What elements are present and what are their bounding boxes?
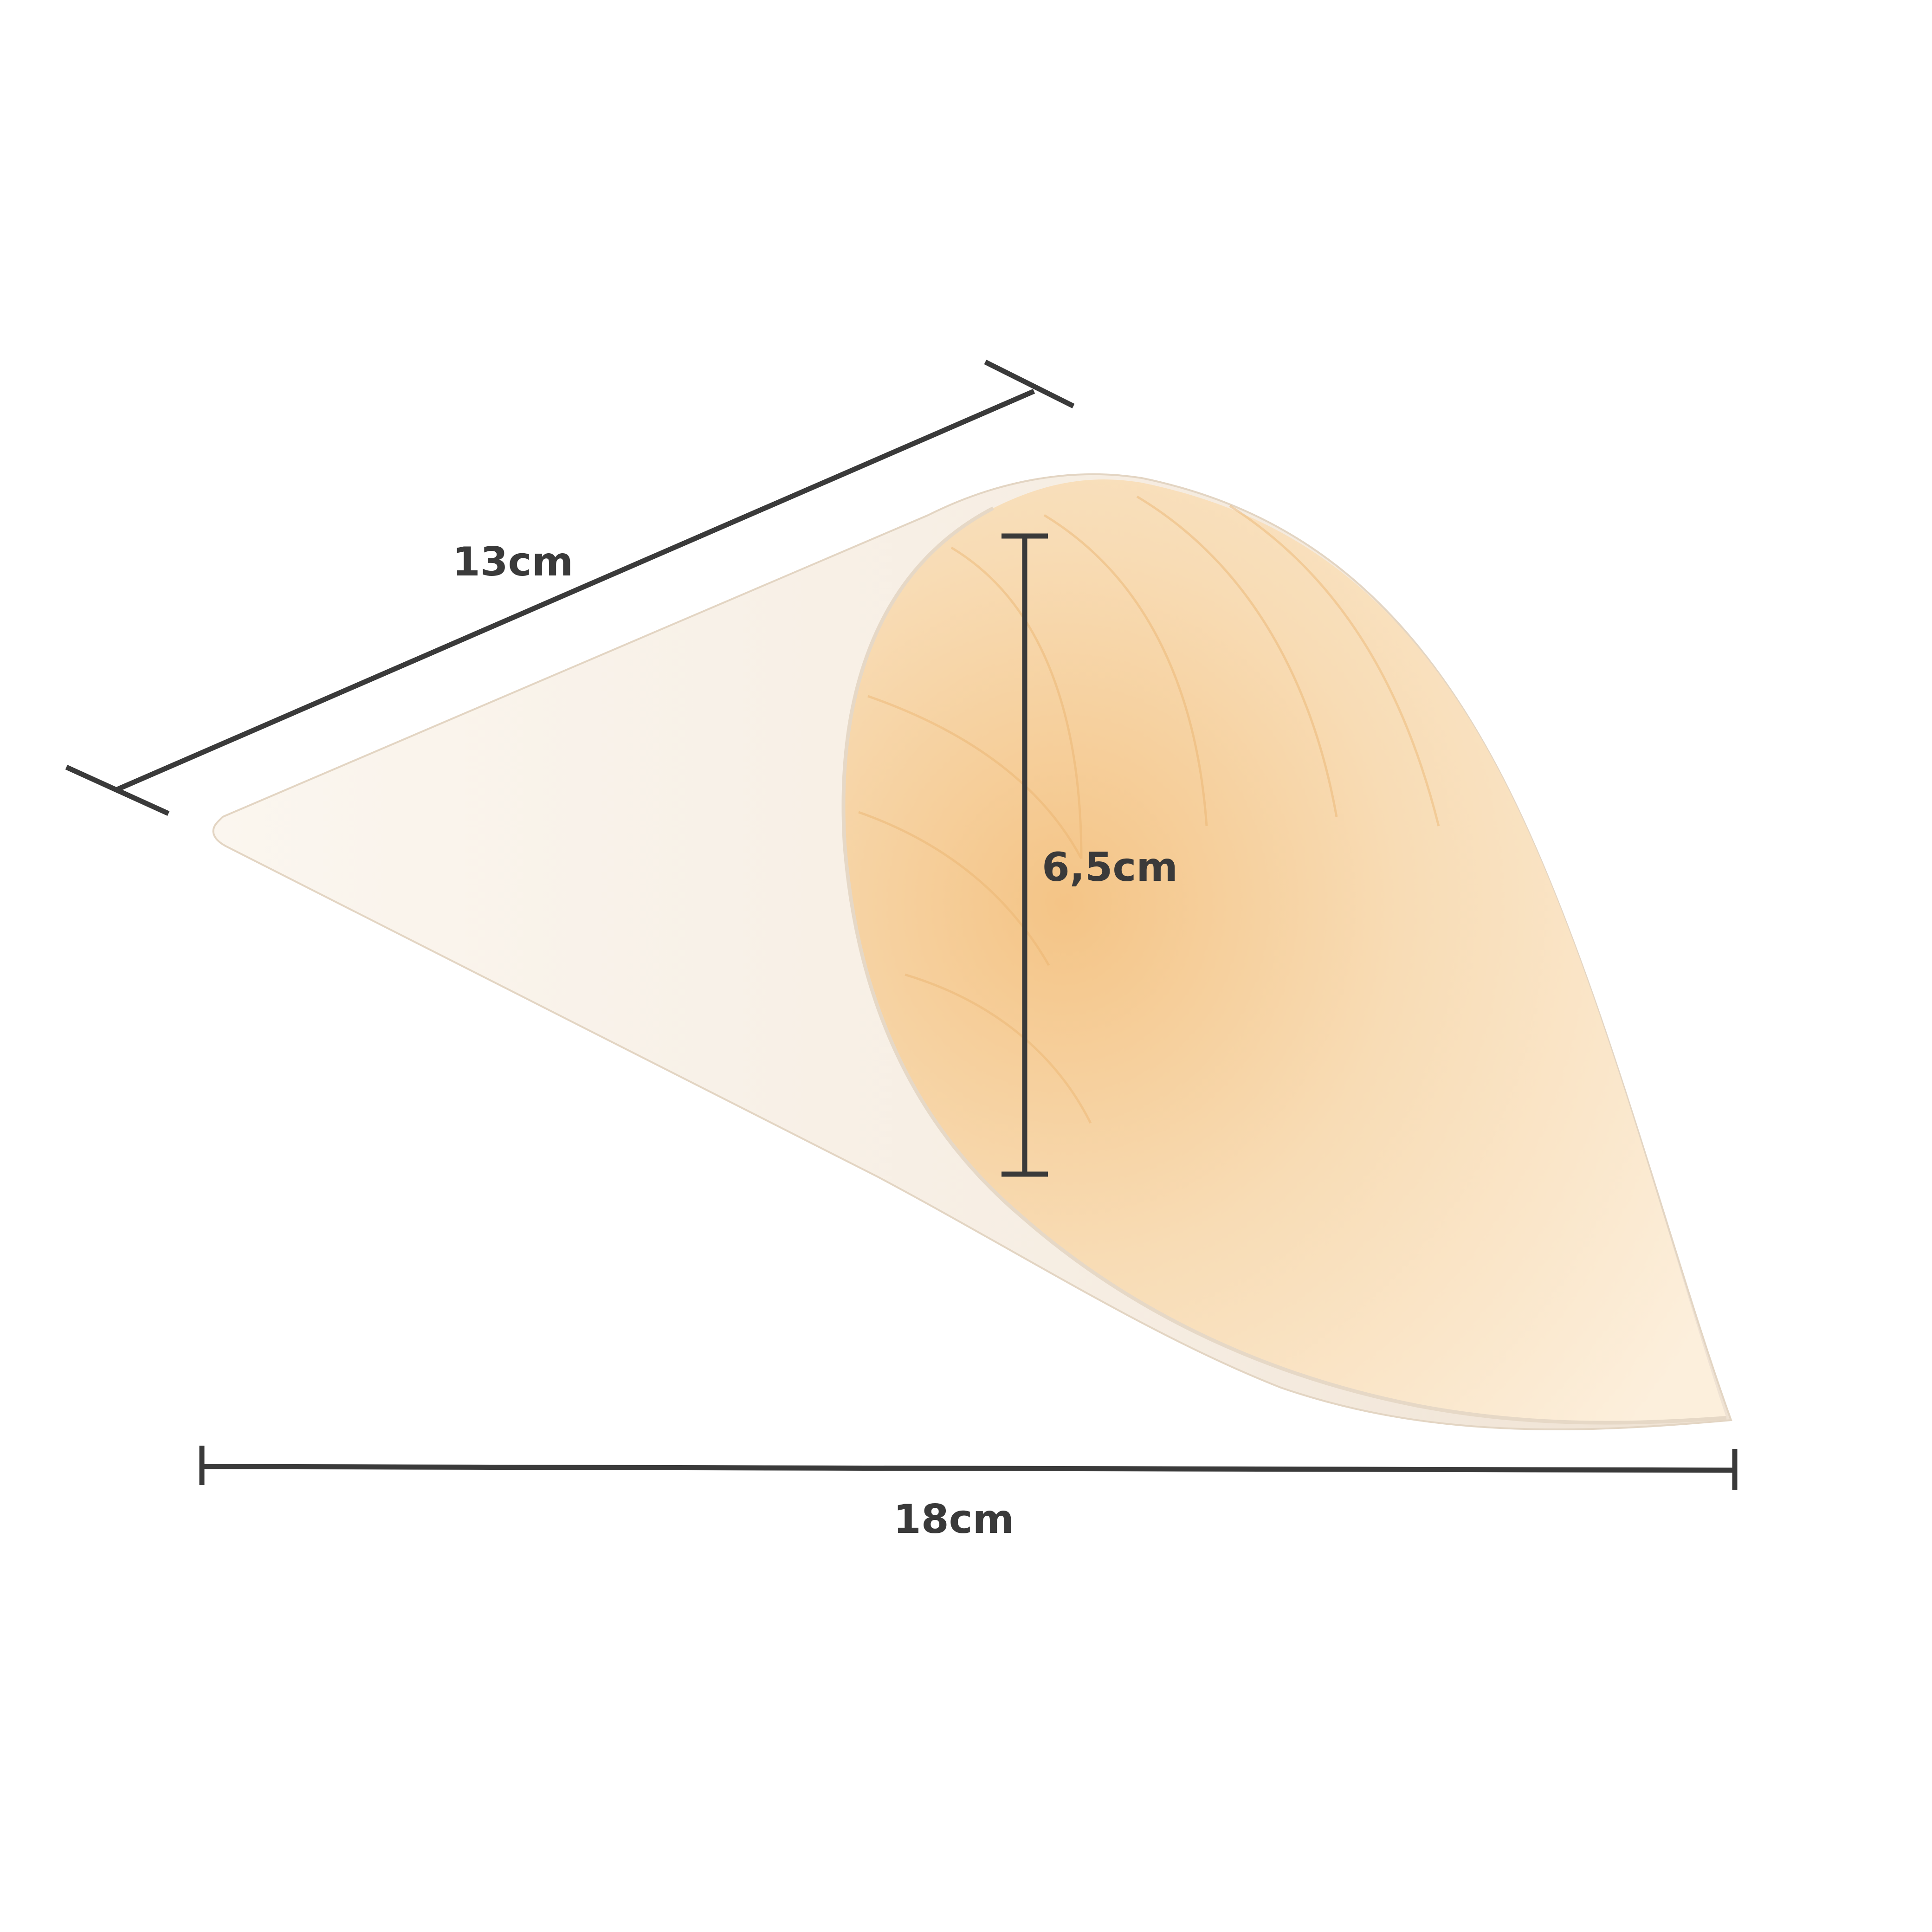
dimension-width: 18cm	[202, 1446, 1735, 1543]
width-line	[202, 1467, 1735, 1470]
width-label: 18cm	[893, 1496, 1014, 1543]
cone-inner-surface	[844, 479, 1726, 1423]
opening-label: 6,5cm	[1042, 844, 1178, 891]
length-tick-end	[985, 362, 1073, 406]
length-label: 13cm	[452, 539, 573, 585]
wooden-cone	[213, 474, 1731, 1429]
